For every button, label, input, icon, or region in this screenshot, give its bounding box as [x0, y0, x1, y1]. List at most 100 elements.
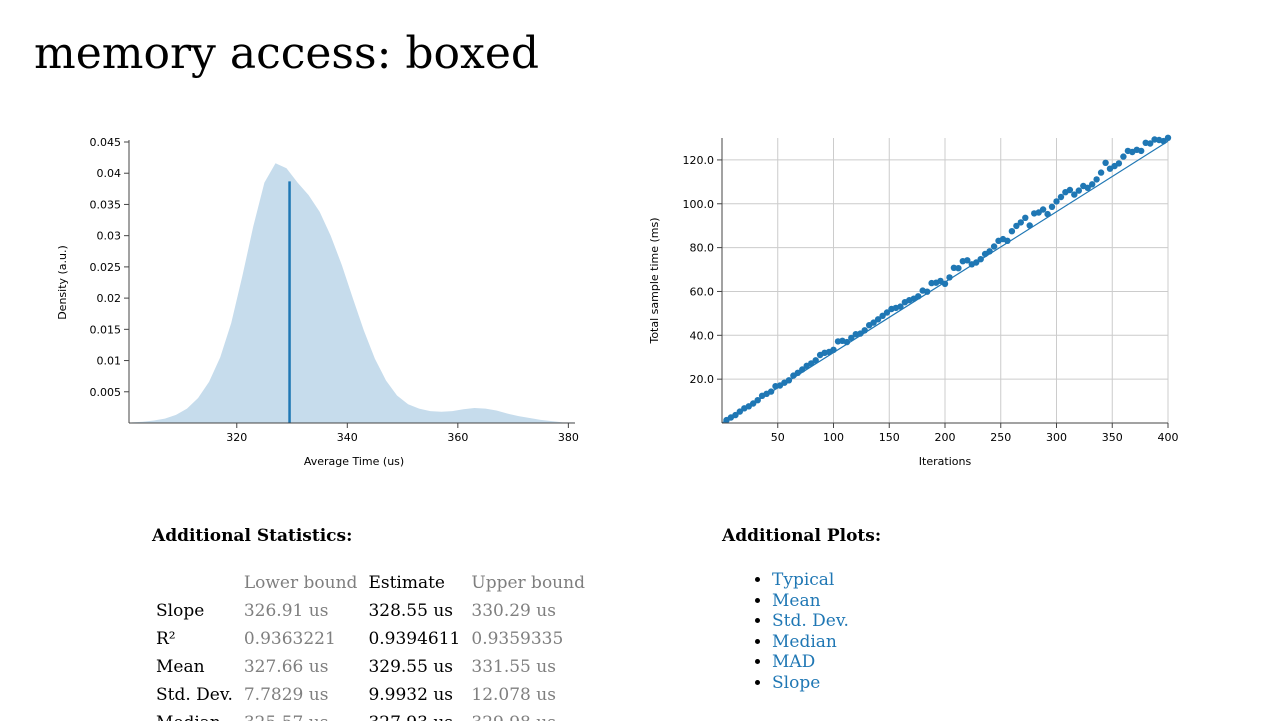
- table-row: Std. Dev. 7.7829 us 9.9932 us 12.078 us: [150, 681, 590, 709]
- data-point: [1102, 159, 1109, 166]
- y-tick-label: 20.0: [690, 373, 715, 386]
- data-point: [897, 303, 904, 310]
- data-point: [799, 366, 806, 373]
- upper-bound-value: 0.9359335: [471, 629, 564, 649]
- data-point: [1120, 153, 1127, 160]
- y-tick-label: 0.02: [97, 292, 122, 305]
- data-point: [861, 327, 868, 334]
- plot-link-mean[interactable]: Mean: [772, 590, 821, 611]
- upper-bound-value: 12.078 us: [471, 685, 556, 705]
- data-point: [785, 377, 793, 384]
- data-point: [1048, 203, 1056, 210]
- data-point: [736, 408, 743, 415]
- y-axis-label: Total sample time (ms): [648, 217, 661, 344]
- y-tick-label: 0.01: [97, 355, 122, 368]
- data-point: [1089, 181, 1096, 188]
- row-label: Std. Dev.: [156, 685, 233, 705]
- x-tick-label: 320: [226, 431, 247, 444]
- y-tick-label: 100.0: [683, 198, 715, 211]
- y-tick-label: 60.0: [690, 285, 715, 298]
- y-tick-label: 0.04: [97, 167, 122, 180]
- data-point: [1164, 134, 1172, 141]
- y-tick-label: 40.0: [690, 329, 715, 342]
- x-axis-label: Iterations: [919, 455, 972, 468]
- plot-link-slope[interactable]: Slope: [772, 672, 821, 693]
- density-area: [131, 163, 574, 423]
- data-point: [1084, 184, 1091, 191]
- data-point: [1026, 222, 1033, 229]
- y-axis-label: Density (a.u.): [56, 245, 69, 320]
- data-point: [857, 330, 864, 337]
- statistics-heading: Additional Statistics:: [152, 526, 353, 546]
- data-point: [843, 338, 851, 346]
- upper-bound-value: 330.29 us: [471, 601, 556, 621]
- data-point: [977, 256, 984, 263]
- data-point: [1160, 137, 1167, 145]
- data-point: [1066, 186, 1074, 194]
- data-point: [1044, 210, 1051, 218]
- data-point: [964, 257, 971, 264]
- upper-bound-header: Upper bound: [471, 573, 585, 593]
- data-point: [986, 248, 993, 255]
- regression-chart: 50 100 150 200 250 300 350 400 20.0 40.0 60.0 80.0 1…: [648, 134, 1179, 468]
- y-tick-label: 0.025: [90, 261, 122, 274]
- data-point: [1013, 222, 1020, 230]
- list-item: Std. Dev.: [772, 611, 849, 632]
- data-point: [941, 280, 949, 287]
- y-tick-label: 0.03: [97, 230, 122, 243]
- y-tick-label: 0.035: [90, 198, 122, 211]
- x-tick-label: 350: [1102, 431, 1123, 444]
- lower-bound-value: 325.57 us: [238, 709, 363, 721]
- data-point: [812, 357, 819, 364]
- data-point: [915, 293, 922, 300]
- data-point: [1008, 228, 1016, 235]
- additional-plots-list: Typical Mean Std. Dev. Median MAD Slope: [722, 570, 849, 694]
- table-row: R² 0.9363221 0.9394611 0.9359335: [150, 625, 590, 653]
- estimate-value: 329.55 us: [368, 657, 453, 677]
- x-axis-label: Average Time (us): [304, 455, 404, 468]
- list-item: Slope: [772, 673, 849, 694]
- data-point: [874, 316, 882, 323]
- additional-plots-heading: Additional Plots:: [722, 526, 882, 546]
- statistics-header-blank: [150, 569, 238, 597]
- table-row: Mean 327.66 us 329.55 us 331.55 us: [150, 653, 590, 681]
- row-label: Mean: [156, 657, 205, 677]
- data-point: [767, 388, 775, 395]
- data-point: [883, 309, 891, 316]
- plot-link-typical[interactable]: Typical: [772, 570, 835, 590]
- data-point: [1022, 214, 1029, 221]
- x-tick-label: 200: [935, 431, 956, 444]
- data-point: [794, 369, 801, 376]
- data-point: [750, 400, 757, 407]
- row-label: Median: [150, 709, 238, 721]
- plot-link-median[interactable]: Median: [772, 631, 837, 652]
- lower-bound-value: 326.91 us: [243, 601, 329, 621]
- data-point: [1053, 198, 1060, 205]
- list-item: Median: [772, 632, 849, 653]
- list-item: Mean: [772, 591, 849, 612]
- row-label: R²: [156, 629, 176, 649]
- x-tick-label: 360: [447, 431, 468, 444]
- data-point: [1017, 219, 1024, 226]
- x-tick-label: 250: [990, 431, 1011, 444]
- data-point: [1004, 237, 1011, 244]
- y-tick-label: 0.005: [90, 386, 122, 399]
- upper-bound-value: 329.98 us: [465, 709, 590, 721]
- lower-bound-value: 7.7829 us: [243, 685, 329, 705]
- data-point: [1115, 160, 1123, 167]
- upper-bound-value: 331.55 us: [471, 657, 556, 677]
- data-point: [848, 334, 855, 342]
- estimate-header: Estimate: [368, 573, 445, 593]
- pdf-chart: 320 340 360 380 0.005 0.01 0.015 0.02 0.025 0.03 0…: [56, 136, 579, 468]
- data-point: [870, 319, 877, 326]
- plot-link-mad[interactable]: MAD: [772, 652, 816, 673]
- y-tick-label: 80.0: [690, 242, 715, 255]
- estimate-value: 0.9394611: [368, 629, 461, 649]
- table-row: Slope 326.91 us 328.55 us 330.29 us: [150, 597, 590, 625]
- data-point: [924, 288, 931, 295]
- data-point: [1039, 206, 1047, 213]
- lower-bound-value: 0.9363221: [243, 629, 336, 649]
- plot-link-std-dev[interactable]: Std. Dev.: [772, 611, 849, 632]
- x-tick-label: 300: [1046, 431, 1067, 444]
